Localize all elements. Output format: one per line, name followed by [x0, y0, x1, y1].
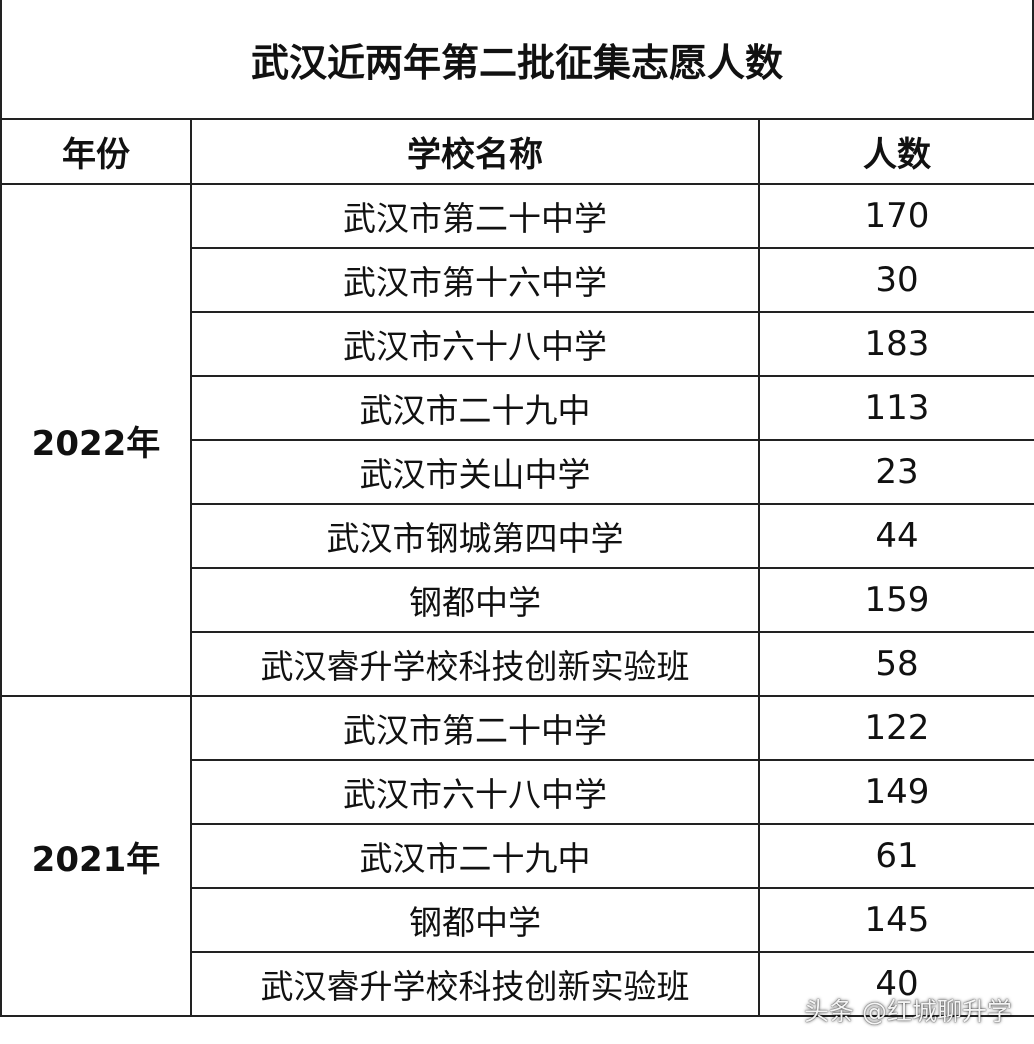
school-cell: 武汉市六十八中学 [190, 311, 760, 377]
school-cell: 武汉市第二十中学 [190, 183, 760, 249]
count-cell: 170 [758, 183, 1034, 249]
count-cell: 159 [758, 567, 1034, 633]
header-row: 年份 学校名称 人数 [0, 118, 1034, 185]
school-cell: 武汉市关山中学 [190, 439, 760, 505]
count-cell: 145 [758, 887, 1034, 953]
school-cell: 武汉市第十六中学 [190, 247, 760, 313]
watermark-text: 头条 @红城聊升学 [804, 997, 1012, 1026]
table-row: 武汉市第十六中学 30 [1, 247, 1034, 313]
count-cell: 40 [758, 951, 1034, 1017]
header-school: 学校名称 [190, 118, 760, 185]
school-cell: 钢都中学 [190, 887, 760, 953]
count-cell: 30 [758, 247, 1034, 313]
count-cell: 58 [758, 631, 1034, 697]
table-row: 武汉睿升学校科技创新实验班 58 [1, 631, 1034, 697]
school-cell: 武汉市二十九中 [190, 375, 760, 441]
year-cell-2021: 2021年 [0, 695, 192, 1017]
table-row: 武汉市钢城第四中学 44 [1, 503, 1034, 569]
school-cell: 武汉睿升学校科技创新实验班 [190, 951, 760, 1017]
table-row: 武汉市关山中学 23 [1, 439, 1034, 505]
school-cell: 武汉市六十八中学 [190, 759, 760, 825]
table-row: 武汉市二十九中 61 [1, 823, 1034, 889]
school-cell: 武汉市二十九中 [190, 823, 760, 889]
table-title: 武汉近两年第二批征集志愿人数 [0, 0, 1034, 118]
count-cell: 183 [758, 311, 1034, 377]
count-cell: 44 [758, 503, 1034, 569]
enrollment-table: 年份 学校名称 人数 2022年 武汉市第二十中学 170 武汉市第十六中学 3… [0, 118, 1034, 1017]
header-year: 年份 [0, 118, 192, 185]
count-cell: 113 [758, 375, 1034, 441]
count-cell: 149 [758, 759, 1034, 825]
table-row: 武汉睿升学校科技创新实验班 40 [1, 951, 1034, 1017]
school-cell: 钢都中学 [190, 567, 760, 633]
table-row: 钢都中学 145 [1, 887, 1034, 953]
count-cell: 61 [758, 823, 1034, 889]
table-row: 2022年 武汉市第二十中学 170 [0, 183, 1034, 697]
table-row: 武汉市六十八中学 183 [1, 311, 1034, 377]
table-row: 钢都中学 159 [1, 567, 1034, 633]
school-cell: 武汉市钢城第四中学 [190, 503, 760, 569]
table-row: 武汉市二十九中 113 [1, 375, 1034, 441]
school-cell: 武汉市第二十中学 [190, 695, 760, 761]
count-cell: 23 [758, 439, 1034, 505]
school-cell: 武汉睿升学校科技创新实验班 [190, 631, 760, 697]
table-row: 武汉市六十八中学 149 [1, 759, 1034, 825]
count-cell: 122 [758, 695, 1034, 761]
year-cell-2022: 2022年 [0, 183, 192, 697]
table-row: 2021年 武汉市第二十中学 122 [0, 695, 1034, 1017]
header-count: 人数 [758, 118, 1034, 185]
